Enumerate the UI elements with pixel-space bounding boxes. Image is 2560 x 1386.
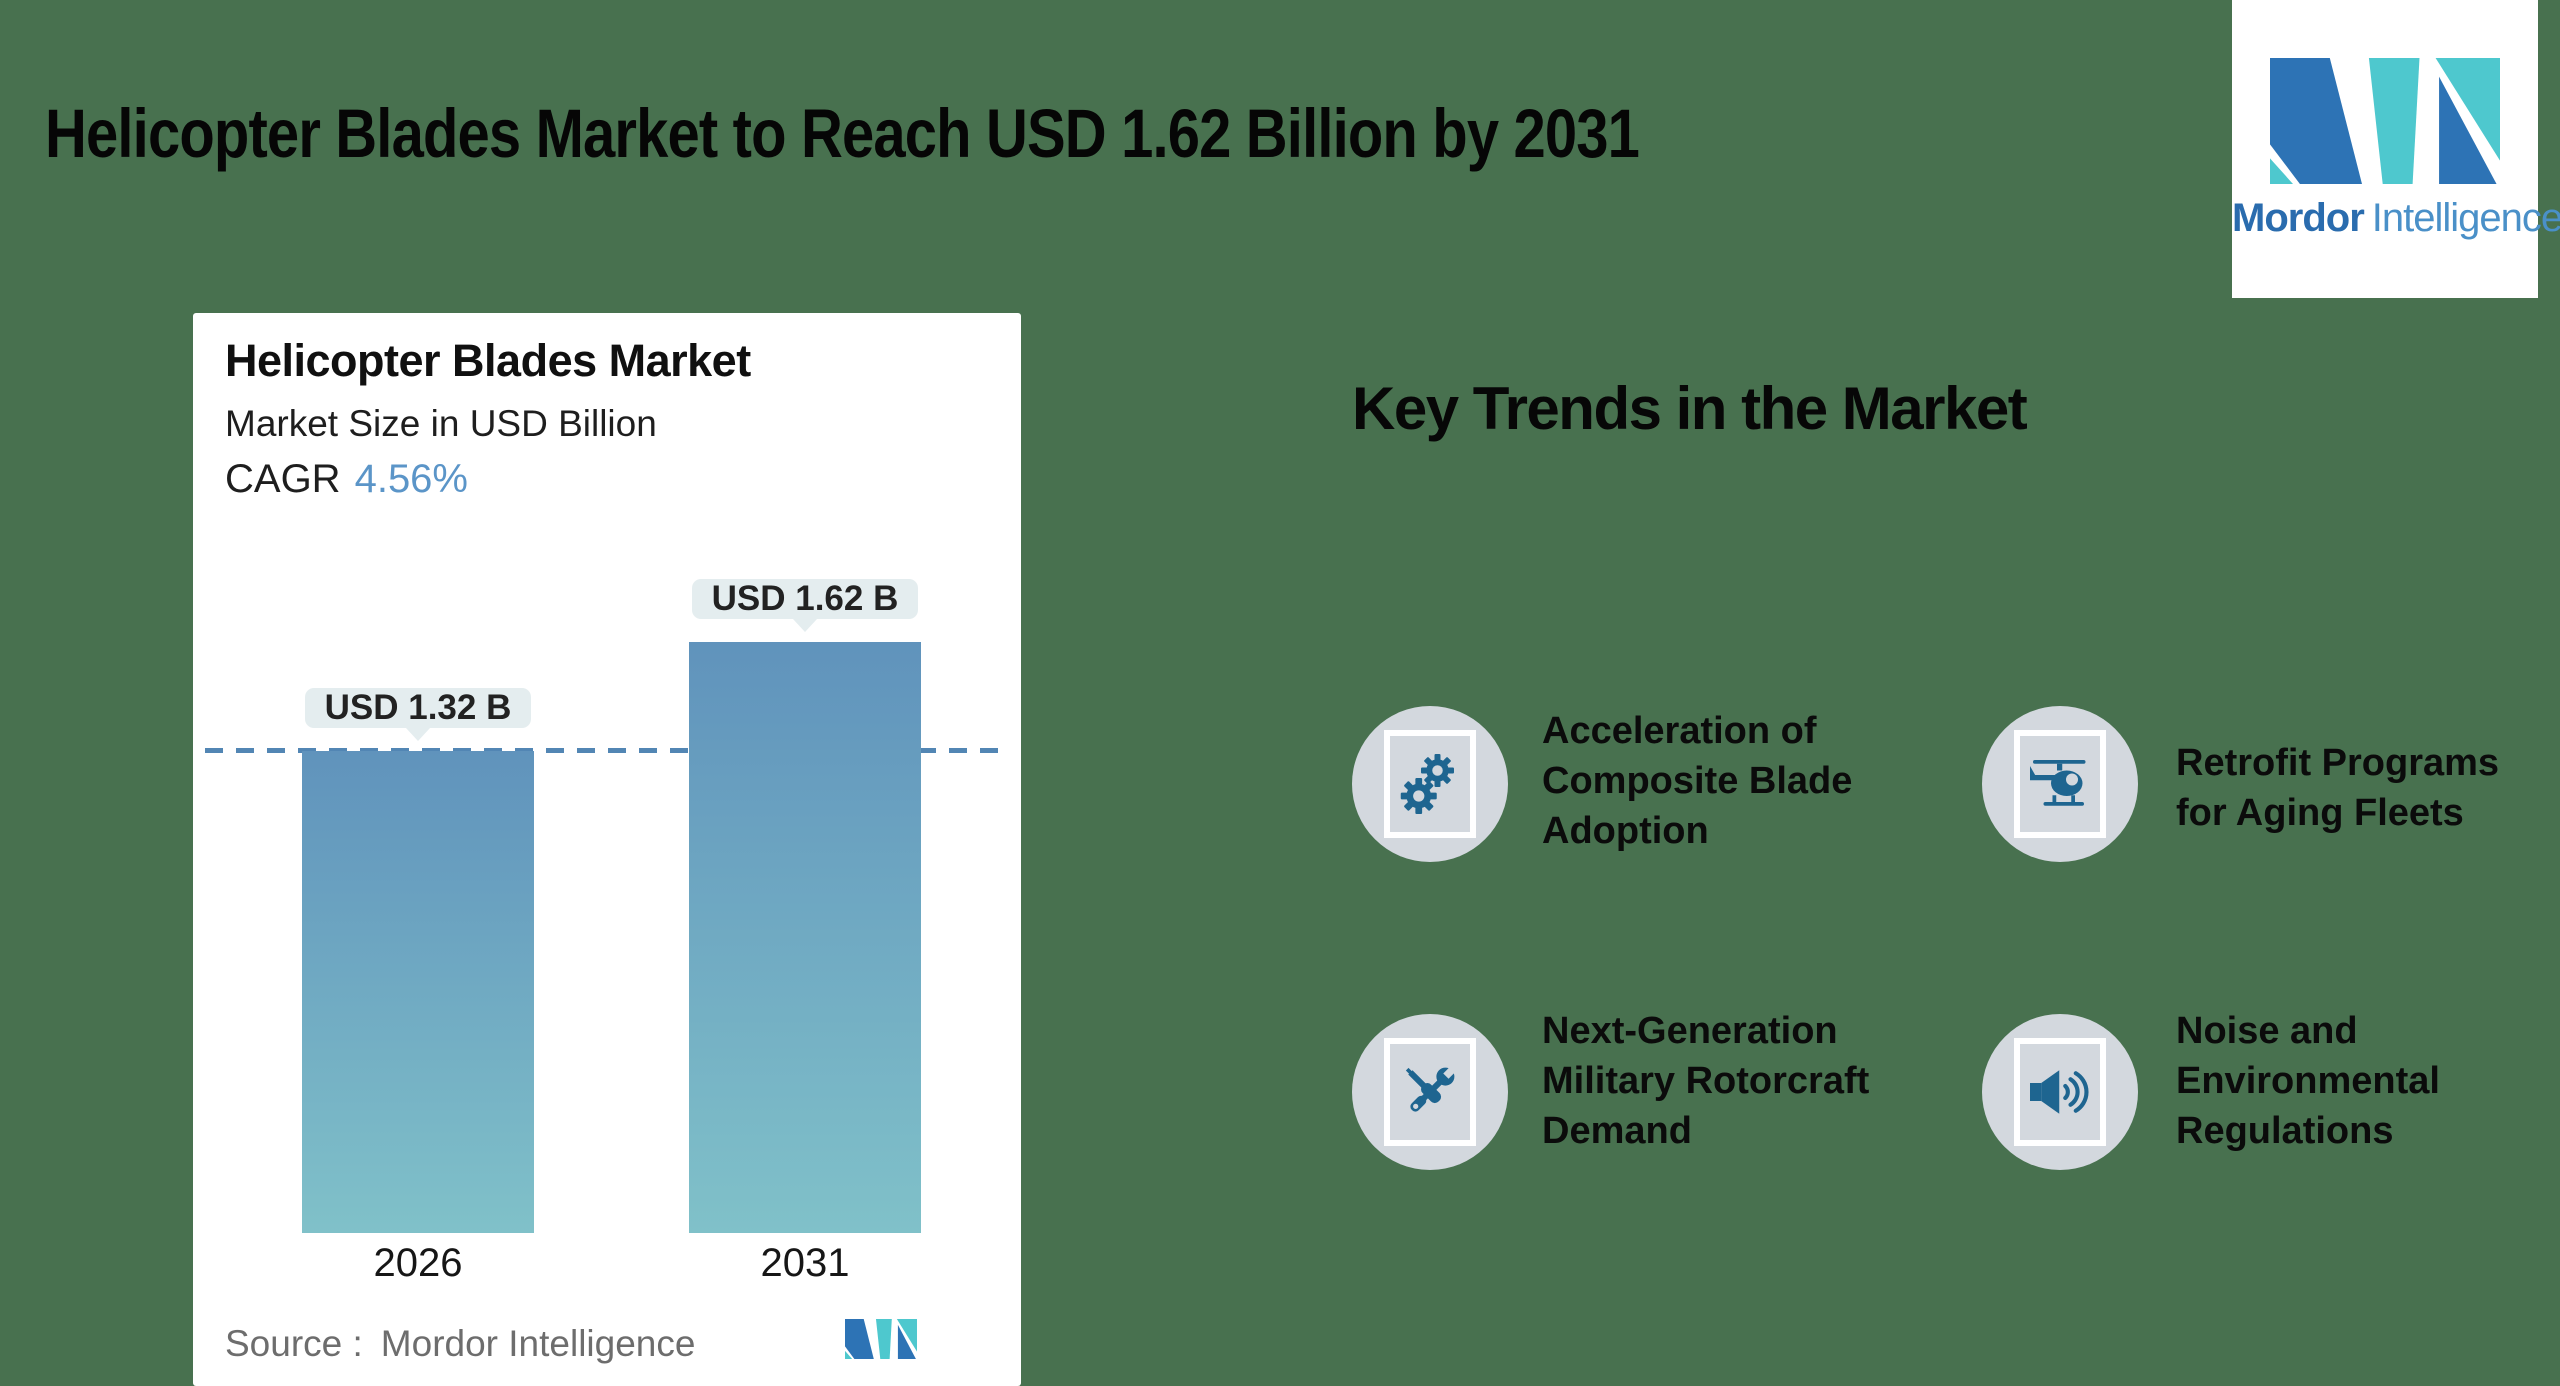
mordor-logo-mark-small: [845, 1319, 917, 1359]
page-title: Helicopter Blades Market to Reach USD 1.…: [45, 95, 1640, 172]
source-row: Source : Mordor Intelligence: [225, 1323, 695, 1365]
key-trends-heading: Key Trends in the Market: [1352, 375, 2028, 442]
tools-icon: [1405, 1065, 1457, 1112]
chart-subtitle: Market Size in USD Billion: [225, 403, 657, 444]
gears-icon: [1400, 754, 1454, 814]
logo-text-light: Intelligence: [2371, 196, 2560, 240]
bar-rect: [302, 751, 534, 1233]
source-label: Source :: [225, 1323, 363, 1364]
bar-2026: USD 1.32 B: [302, 688, 534, 1233]
trend-line: Noise and: [2176, 1010, 2358, 1052]
trend-icon-frame: [1384, 1038, 1476, 1146]
market-chart-card: Helicopter Blades Market Market Size in …: [193, 313, 1021, 1386]
trend-item-text: Noise and Environmental Regulations: [2176, 1006, 2440, 1156]
reference-line: [205, 748, 1009, 753]
trend-line: Acceleration of: [1542, 710, 1817, 752]
chart-title: Helicopter Blades Market: [225, 335, 751, 386]
trend-line: Retrofit Programs: [2176, 742, 2500, 784]
mordor-logo-box: Mordor Intelligence: [2232, 0, 2560, 298]
trend-line: Demand: [1542, 1110, 1692, 1152]
bar-value-tooltip: USD 1.62 B: [692, 579, 918, 632]
axis-label-2026: 2026: [373, 1241, 463, 1285]
trend-icon-frame: [2014, 1038, 2106, 1146]
axis-label-2031: 2031: [760, 1241, 850, 1285]
trend-line: Next-Generation: [1542, 1010, 1838, 1052]
trend-item-text: Retrofit Programs for Aging Fleets: [2176, 738, 2499, 838]
bar-value-label: USD 1.62 B: [711, 579, 899, 618]
mordor-logo-text: Mordor Intelligence: [2232, 196, 2560, 241]
trend-line: Environmental: [2176, 1060, 2440, 1102]
cagr-label: CAGR: [225, 457, 341, 501]
logo-text-bold: Mordor: [2232, 196, 2365, 240]
speaker-icon: [2030, 1070, 2089, 1114]
bar-value-tooltip: USD 1.32 B: [305, 688, 531, 741]
trend-item-text: Next-Generation Military Rotorcraft Dema…: [1542, 1006, 1869, 1156]
bar-2031: USD 1.62 B: [689, 579, 921, 1233]
cagr-value: 4.56%: [354, 457, 468, 501]
trend-line: Adoption: [1542, 810, 1709, 852]
trend-line: for Aging Fleets: [2176, 792, 2464, 834]
bar-rect: [689, 642, 921, 1233]
mordor-logo-icon: [2270, 58, 2500, 184]
trend-line: Composite Blade: [1542, 760, 1853, 802]
trend-icon-frame: [1384, 730, 1476, 838]
trend-line: Regulations: [2176, 1110, 2394, 1152]
trend-icon-circle: [1982, 1014, 2138, 1170]
trend-icon-circle: [1352, 1014, 1508, 1170]
trend-icon-frame: [2014, 730, 2106, 838]
trend-icon-circle: [1982, 706, 2138, 862]
trend-item-text: Acceleration of Composite Blade Adoption: [1542, 706, 1852, 856]
cagr-row: CAGR 4.56%: [225, 457, 468, 502]
helicopter-icon: [2030, 760, 2086, 806]
trend-icon-circle: [1352, 706, 1508, 862]
source-value: Mordor Intelligence: [380, 1323, 696, 1364]
trend-line: Military Rotorcraft: [1542, 1060, 1870, 1102]
bar-value-label: USD 1.32 B: [324, 688, 512, 727]
